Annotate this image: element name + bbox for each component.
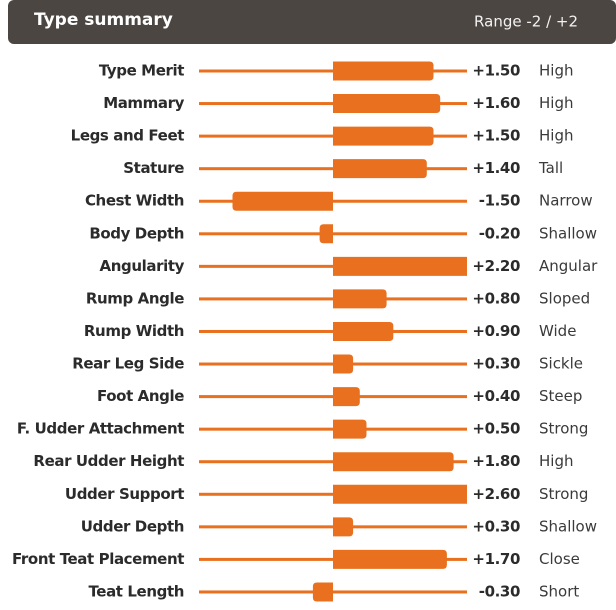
row-label: F. Udder Attachment [17,420,184,438]
bar [333,61,434,81]
value-label: -1.50 [479,192,520,210]
bar [333,484,467,504]
value-label: +1.50 [472,62,520,80]
bar [333,126,434,146]
value-label: +0.80 [472,289,520,307]
value-label: +2.60 [472,485,520,503]
descriptor: Close [539,550,580,568]
bar [333,354,354,374]
row-label: Body Depth [89,224,184,242]
row-label: Front Teat Placement [12,550,184,568]
descriptor: Angular [539,257,598,275]
bar [333,549,447,569]
row-label: Chest Width [85,192,184,210]
row-label: Foot Angle [97,387,184,405]
descriptor: Narrow [539,192,593,210]
bar [333,387,360,407]
row-label: Type Merit [99,62,184,80]
range-label: Range -2 / +2 [474,13,578,31]
bar [333,159,427,179]
descriptor: High [539,62,573,80]
value-label: +1.60 [472,94,520,112]
bar [333,94,441,114]
descriptor: Strong [539,420,588,438]
descriptor: Strong [539,485,588,503]
row-label: Legs and Feet [71,127,185,145]
value-label: +0.40 [472,387,520,405]
bar [333,256,467,276]
bar [333,321,394,341]
descriptor: Wide [539,322,576,340]
bar [312,582,333,602]
row-label: Angularity [100,257,185,275]
bar [333,289,387,309]
bar [319,224,333,244]
value-label: +0.50 [472,420,520,438]
value-label: +1.80 [472,452,520,470]
value-label: -0.30 [479,582,520,600]
bar [333,419,367,439]
descriptor: High [539,127,573,145]
value-label: +0.30 [472,355,520,373]
descriptor: Sickle [539,355,583,373]
descriptor: Shallow [539,517,597,535]
value-label: +0.90 [472,322,520,340]
row-label: Rump Angle [86,289,184,307]
value-label: +0.30 [472,517,520,535]
value-label: +2.20 [472,257,520,275]
value-label: -0.20 [479,224,520,242]
row-label: Udder Depth [81,517,184,535]
header-bar [8,0,616,44]
bar [333,452,454,472]
row-label: Rear Udder Height [33,452,184,470]
descriptor: Shallow [539,224,597,242]
value-label: +1.40 [472,159,520,177]
descriptor: High [539,452,573,470]
descriptor: High [539,94,573,112]
row-label: Rump Width [84,322,184,340]
row-label: Teat Length [88,582,184,600]
row-label: Udder Support [65,485,184,503]
bars [232,61,467,602]
value-label: +1.70 [472,550,520,568]
row-label: Rear Leg Side [72,355,184,373]
value-label: +1.50 [472,127,520,145]
chart-title: Type summary [34,10,173,30]
bar [232,191,333,211]
descriptor: Tall [538,159,563,177]
descriptor: Steep [539,387,582,405]
descriptor: Sloped [539,289,590,307]
bar [333,517,354,537]
row-label: Mammary [103,94,184,112]
row-label: Stature [123,159,184,177]
descriptor: Short [539,582,579,600]
